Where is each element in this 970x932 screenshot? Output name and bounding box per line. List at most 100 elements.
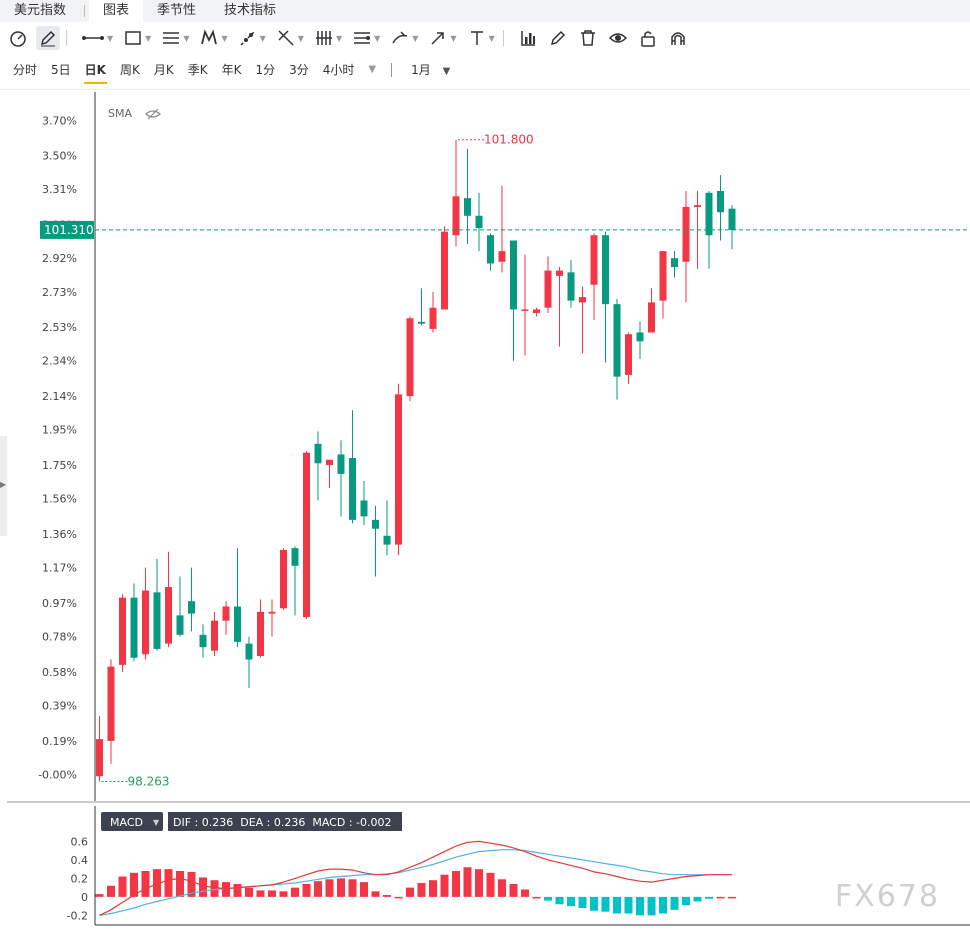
arrow-icon[interactable]: ▼ <box>426 26 458 50</box>
macd-bar <box>279 891 288 897</box>
range-select[interactable]: 1月 ▼ <box>410 55 451 85</box>
macd-bar <box>141 870 150 897</box>
period-1min[interactable]: 1分 <box>255 63 276 77</box>
candle-body <box>579 297 586 303</box>
macd-bar <box>682 896 690 906</box>
macd-bar <box>509 883 518 897</box>
side-panel-handle[interactable]: ▶ <box>0 436 7 536</box>
macd-bar <box>210 880 219 897</box>
macd-bar <box>601 896 610 912</box>
trash-icon[interactable] <box>576 26 600 50</box>
macd-bar <box>222 882 230 897</box>
candle-body <box>475 215 483 229</box>
candle-body <box>268 611 276 614</box>
period-3min[interactable]: 3分 <box>289 63 309 77</box>
tab-technical-indicators[interactable]: 技术指标 <box>224 3 277 18</box>
macd-tick-label: 0.4 <box>71 854 89 867</box>
tab-seasonality[interactable]: 季节性 <box>157 3 197 18</box>
candle-body <box>234 606 241 642</box>
candle-body <box>533 309 540 314</box>
toolbar-divider <box>66 30 67 46</box>
candle-body <box>648 302 655 333</box>
period-5d[interactable]: 5日 <box>51 63 71 77</box>
macd-bar <box>498 879 506 897</box>
macd-dif-line <box>99 840 732 916</box>
ray-icon[interactable]: ▼ <box>236 26 268 50</box>
lock-icon[interactable] <box>636 26 660 50</box>
macd-bar <box>670 896 679 910</box>
y-tick-label: 0.39% <box>42 700 77 713</box>
cross-line-icon[interactable]: ▼ <box>274 26 306 50</box>
candle-body <box>119 597 126 665</box>
tab-divider <box>84 5 86 17</box>
macd-bar <box>659 896 667 914</box>
macd-bar <box>233 883 242 897</box>
y-tick-label: 2.92% <box>42 252 77 265</box>
macd-bar <box>532 896 541 899</box>
macd-bar <box>107 885 115 897</box>
macd-select[interactable]: MACD ▼ <box>101 812 163 831</box>
y-tick-label: 2.34% <box>42 355 77 368</box>
candle-body <box>728 208 736 230</box>
edit-icon[interactable] <box>546 26 570 50</box>
bar-chart-icon[interactable] <box>516 26 540 50</box>
brush-icon[interactable]: ▼ <box>388 26 420 50</box>
chart-top-border <box>0 89 970 90</box>
candle-body <box>107 666 115 741</box>
toolbar-divider <box>502 30 504 46</box>
candle-body <box>613 304 621 377</box>
macd-axis-ticks: 0.6 0.4 0.2 0 -0.2 <box>67 835 88 922</box>
period-yearly[interactable]: 年K <box>221 63 242 77</box>
candle-body <box>291 548 299 566</box>
macd-bar <box>417 883 426 897</box>
tab-dollar-index[interactable]: 美元指数 <box>14 3 67 18</box>
magnet-mode-icon[interactable] <box>6 26 30 50</box>
macd-bar <box>153 869 161 897</box>
pattern-icon[interactable]: ▼ <box>197 26 229 50</box>
rectangle-icon[interactable]: ▼ <box>121 26 153 50</box>
eye-icon[interactable] <box>606 26 630 50</box>
candle-body <box>314 443 322 464</box>
macd-bar <box>176 870 184 897</box>
macd-dea-line <box>99 849 732 916</box>
macd-bar <box>590 896 598 911</box>
macd-bar <box>728 896 736 899</box>
macd-tick-label: 0 <box>81 891 88 904</box>
fibonacci-icon[interactable]: ▼ <box>350 26 382 50</box>
period-monthly[interactable]: 月K <box>153 63 174 77</box>
candle-body <box>636 332 644 342</box>
period-4h[interactable]: 4小时 <box>322 63 355 77</box>
macd-bar <box>291 887 299 897</box>
range-label: 1月 <box>411 63 431 77</box>
y-tick-label: -0.00% <box>38 768 77 781</box>
candle-body <box>510 240 517 310</box>
period-bar: 分时 5日 日K 周K 月K 季K 年K 1分 3分 4小时 ▼ 1月 ▼ <box>0 54 970 86</box>
macd-bar <box>164 869 173 897</box>
magnet-icon[interactable] <box>666 26 690 50</box>
period-more-dropdown-icon[interactable]: ▼ <box>368 64 377 75</box>
text-tool-icon[interactable]: ▼ <box>465 26 497 50</box>
period-weekly[interactable]: 周K <box>119 63 140 77</box>
period-intraday[interactable]: 分时 <box>13 63 38 77</box>
candle-body <box>671 258 678 268</box>
horizontal-lines-icon[interactable]: ▼ <box>159 26 191 50</box>
period-daily[interactable]: 日K <box>83 56 107 84</box>
macd-bar <box>337 878 345 897</box>
macd-bar <box>716 896 725 899</box>
period-quarterly[interactable]: 季K <box>187 63 208 77</box>
y-tick-label: 3.31% <box>42 183 77 196</box>
candle-body <box>211 620 218 651</box>
vertical-lines-icon[interactable]: ▼ <box>312 26 344 50</box>
pencil-icon[interactable] <box>36 26 60 50</box>
y-tick-label: 2.53% <box>42 321 77 334</box>
tab-chart[interactable]: 图表 <box>89 0 144 22</box>
macd-select-bg <box>101 812 163 831</box>
macd-bar <box>555 896 564 905</box>
trend-line-icon[interactable]: ▼ <box>79 26 115 50</box>
macd-tick-label: 0.2 <box>71 872 89 885</box>
candle-body <box>165 587 172 644</box>
candle-body <box>199 634 207 648</box>
eye-hidden-icon[interactable] <box>145 108 161 120</box>
candle-body <box>337 454 345 474</box>
